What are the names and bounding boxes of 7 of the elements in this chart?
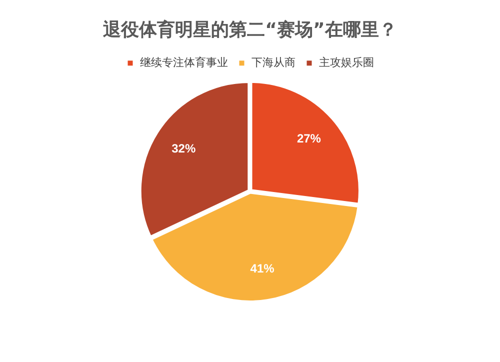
- data-label: 41%: [250, 261, 275, 276]
- legend-label: 主攻娱乐圈: [318, 56, 374, 69]
- legend-label: 下海从商: [251, 56, 296, 69]
- data-label: 27%: [296, 132, 322, 146]
- chart-title: 退役体育明星的第二“赛场”在哪里？: [102, 18, 397, 40]
- data-label: 32%: [172, 141, 196, 156]
- legend-label: 继续专注体育事业: [140, 56, 228, 69]
